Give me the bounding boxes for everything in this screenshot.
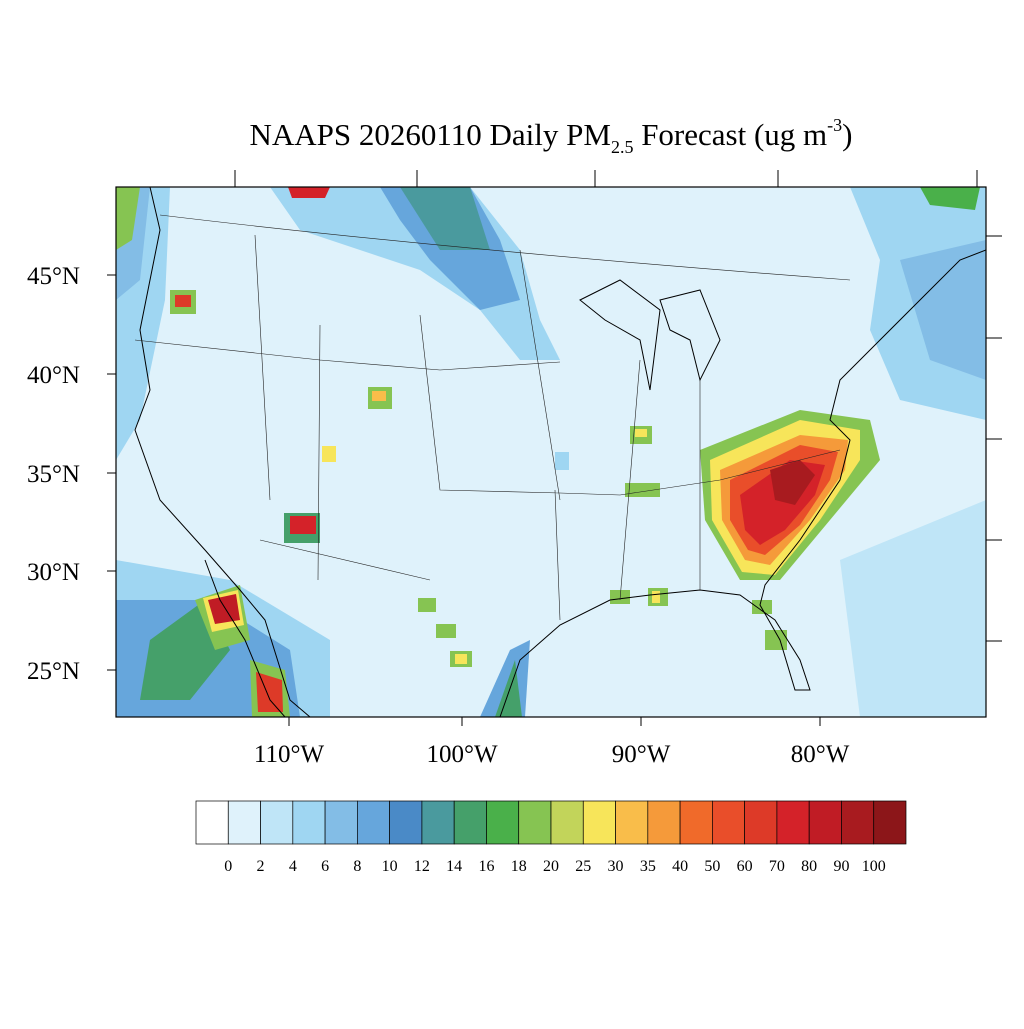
colorbar-label: 25: [575, 858, 591, 875]
colorbar-swatch: [486, 800, 520, 845]
hotspots: [170, 290, 787, 667]
colorbar-swatch: [518, 800, 552, 845]
colorbar-swatch: [292, 800, 326, 845]
colorbar-label: 10: [382, 858, 398, 875]
lat-label: 45°N: [27, 263, 80, 290]
colorbar-swatch: [324, 800, 358, 845]
colorbar-swatch: [712, 800, 745, 845]
lat-label: 35°N: [27, 461, 80, 488]
colorbar-label: 0: [224, 858, 232, 875]
title: NAAPS 20260110 Daily PM2.5 Forecast (ug …: [250, 115, 853, 157]
colorbar-swatch: [357, 800, 390, 845]
title-end: ): [842, 117, 852, 152]
colorbar-label: 18: [511, 858, 527, 875]
colorbar-label: 40: [672, 858, 688, 875]
map-ticks: 45°N 40°N 35°N 30°N 25°N 110°W 100°W 90°W 80°W: [27, 170, 1002, 768]
colorbar-swatch: [615, 800, 649, 845]
colorbar-swatch: [227, 800, 261, 845]
colorbar-label: 4: [289, 858, 297, 875]
colorbar-swatch: [647, 800, 681, 845]
colorbar-label: 50: [704, 858, 720, 875]
colorbar-swatch: [389, 800, 423, 845]
colorbar-swatch: [421, 800, 455, 845]
title-superscript: -3: [827, 115, 842, 135]
lon-label: 100°W: [426, 741, 497, 768]
colorbar-label: 6: [321, 858, 329, 875]
colorbar-label: 60: [737, 858, 753, 875]
title-subscript: 2.5: [611, 137, 634, 157]
colorbar-label: 35: [640, 858, 656, 875]
colorbar-swatch: [550, 800, 584, 845]
lat-label: 40°N: [27, 362, 80, 389]
colorbar-label: 30: [608, 858, 624, 875]
title-main: NAAPS 20260110 Daily PM: [250, 117, 611, 152]
lon-label: 80°W: [791, 741, 850, 768]
lon-label: 90°W: [612, 741, 671, 768]
colorbar-swatch: [873, 800, 907, 845]
map-field: [116, 187, 986, 717]
colorbar-label: 14: [446, 858, 462, 875]
colorbar-label: 70: [769, 858, 785, 875]
state-borders: [134, 214, 851, 621]
colorbar-swatch: [582, 800, 616, 845]
colorbar-label: 100: [862, 858, 886, 875]
lon-label: 110°W: [254, 741, 325, 768]
colorbar-label: 2: [257, 858, 265, 875]
colorbar-swatch: [195, 800, 229, 845]
title-middle: Forecast (ug m: [633, 117, 827, 152]
colorbar-swatch: [808, 800, 842, 845]
colorbar-label: 16: [478, 858, 494, 875]
colorbar-swatch: [679, 800, 713, 845]
lat-label: 30°N: [27, 559, 80, 586]
coastlines: [134, 187, 986, 717]
colorbar-swatch: [841, 800, 875, 845]
colorbar-swatch: [260, 800, 294, 845]
colorbar-label: 80: [801, 858, 817, 875]
colorbar: 0 2 4 6 8 10 12 14 16 18 20 25 30 35 40 50 60 70 80 90 100: [195, 800, 907, 875]
colorbar-swatch: [744, 800, 778, 845]
colorbar-label: 12: [414, 858, 430, 875]
colorbar-label: 8: [353, 858, 361, 875]
map-frame: [115, 186, 987, 718]
colorbar-swatch: [776, 800, 810, 845]
lat-label: 25°N: [27, 658, 80, 685]
colorbar-label: 90: [833, 858, 849, 875]
colorbar-label: 20: [543, 858, 559, 875]
colorbar-swatch: [453, 800, 487, 845]
